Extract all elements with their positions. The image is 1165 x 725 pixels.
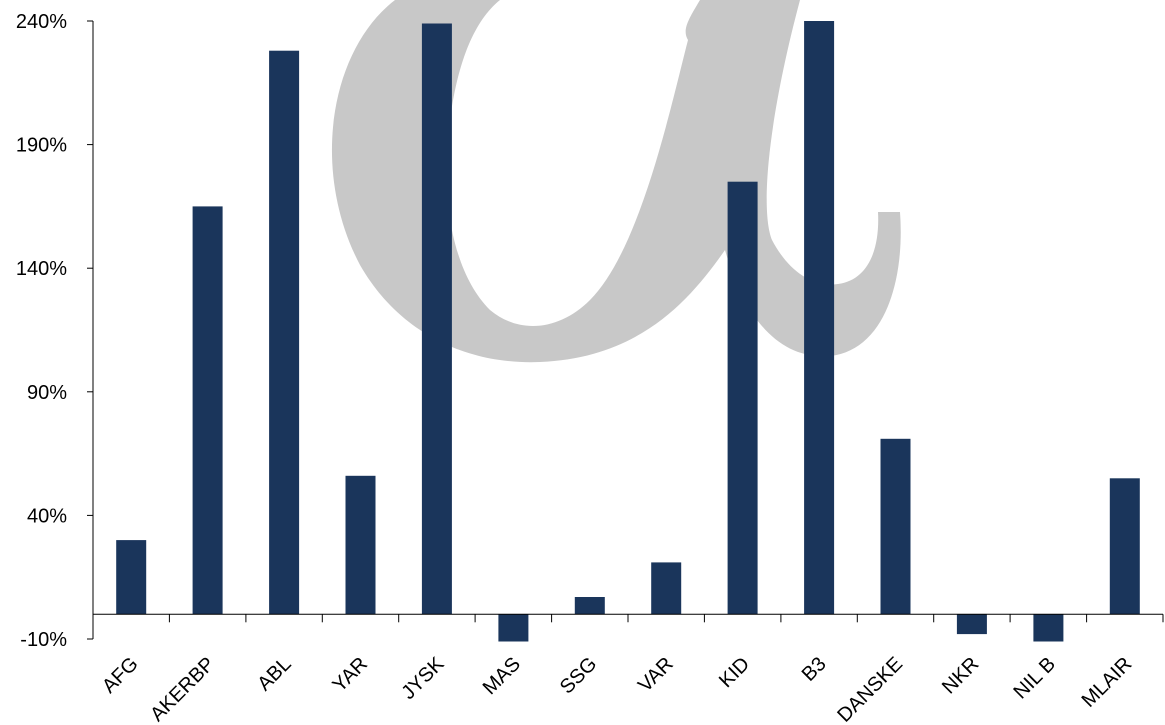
bar-akerbp: [193, 206, 223, 614]
x-tick-label: B3: [798, 653, 831, 686]
x-tick-label: AFG: [98, 653, 143, 698]
x-tick-label: MAS: [479, 653, 525, 699]
x-tick-label: SSG: [556, 653, 601, 698]
bar-abl: [269, 51, 299, 615]
bar-b3: [804, 21, 834, 614]
bar-mlair: [1110, 478, 1140, 614]
x-tick-label: AKERBP: [146, 653, 219, 725]
y-tick-label: 190%: [16, 135, 67, 157]
bar-yar: [346, 476, 376, 614]
y-tick-label: 140%: [16, 258, 67, 280]
bar-afg: [116, 540, 146, 614]
x-tick-label: JYSK: [398, 653, 449, 704]
x-tick-label: YAR: [328, 653, 372, 697]
bar-mas: [498, 614, 528, 641]
bar-kid: [728, 182, 758, 615]
y-tick-label: 240%: [16, 11, 67, 33]
bar-nil-b: [1033, 614, 1063, 641]
bar-nkr: [957, 614, 987, 634]
x-tick-label: ABL: [253, 653, 295, 695]
y-tick-label: 40%: [27, 505, 67, 527]
x-tick-label: NKR: [938, 653, 983, 698]
bar-jysk: [422, 24, 452, 615]
x-tick-label: NIL B: [1010, 653, 1060, 703]
x-tick-label: DANSKE: [833, 653, 907, 725]
bar-danske: [881, 439, 911, 615]
bar-ssg: [575, 597, 605, 614]
bar-var: [651, 562, 681, 614]
x-tick-label: MLAIR: [1078, 653, 1137, 712]
x-tick-label: VAR: [634, 653, 678, 697]
x-tick-label: KID: [715, 653, 754, 692]
y-tick-label: -10%: [20, 629, 67, 651]
y-tick-label: 90%: [27, 382, 67, 404]
